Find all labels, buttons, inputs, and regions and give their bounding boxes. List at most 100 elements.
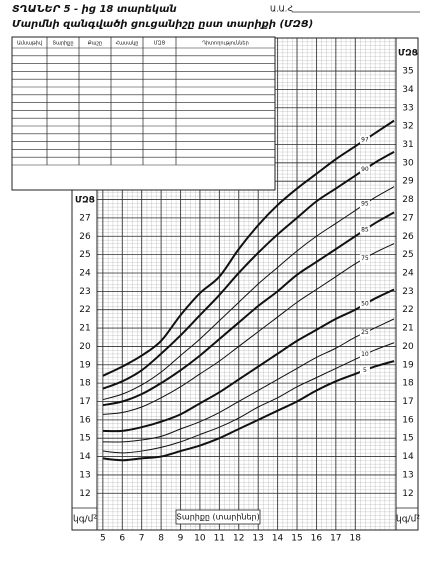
y-tick-label: 32 bbox=[402, 122, 413, 132]
y-tick-label: 18 bbox=[402, 379, 414, 389]
x-tick-label: 16 bbox=[311, 534, 323, 544]
curve-label: 10 bbox=[361, 351, 369, 358]
percentile-curve bbox=[102, 150, 395, 390]
percentile-curve bbox=[102, 288, 395, 433]
y-tick-label: 13 bbox=[402, 470, 413, 480]
curve-label-bg bbox=[359, 254, 370, 263]
table-header: Դիտողություններ bbox=[202, 41, 249, 47]
y-tick-label: 23 bbox=[402, 287, 413, 297]
y-tick-label: 23 bbox=[79, 287, 90, 297]
y-axis-label: ՄԶՑ bbox=[398, 49, 418, 59]
y-tick-label: 21 bbox=[79, 324, 90, 334]
y-tick-label: 15 bbox=[79, 434, 90, 444]
table-header: Տարիքը bbox=[52, 41, 73, 47]
table-header: Քաշը bbox=[88, 41, 102, 47]
curve-label-bg bbox=[359, 135, 370, 144]
subtitle: Մարմնի զանգվածի ցուցանիշը ըստ տարիքի (ՄԶ… bbox=[12, 19, 313, 30]
y-tick-label: 14 bbox=[79, 452, 91, 462]
x-tick-label: 13 bbox=[252, 534, 263, 544]
table-header: Հասակը bbox=[116, 41, 139, 47]
percentile-curve bbox=[102, 211, 395, 407]
y-tick-label: 12 bbox=[79, 489, 90, 499]
curve-label-bg bbox=[359, 350, 370, 359]
x-tick-label: 6 bbox=[119, 534, 125, 544]
y-tick-label: 12 bbox=[402, 489, 413, 499]
y-tick-label: 19 bbox=[79, 360, 91, 370]
y-tick-label: 17 bbox=[402, 397, 413, 407]
y-tick-label: 35 bbox=[402, 67, 413, 77]
marks: 97 90 95 85 75 50 25 10 5 bbox=[102, 119, 395, 462]
percentile-curve bbox=[102, 342, 395, 454]
name-field: Ա.Ա.Հ bbox=[270, 5, 293, 14]
y-tick-label: 22 bbox=[402, 305, 413, 315]
y-tick-label: 29 bbox=[402, 177, 414, 187]
x-tick-label: 15 bbox=[291, 534, 302, 544]
y-tick-label: 25 bbox=[402, 250, 413, 260]
y-tick-label: 16 bbox=[402, 415, 414, 425]
x-tick-label: 17 bbox=[330, 534, 341, 544]
curve-label: 97 bbox=[361, 136, 369, 143]
x-label-box bbox=[175, 509, 261, 525]
y-tick-label: 30 bbox=[402, 158, 414, 168]
curve-label-bg bbox=[359, 225, 370, 234]
y-unit: կգ/մ² bbox=[73, 515, 97, 525]
y-tick-label: 24 bbox=[402, 268, 414, 278]
y-tick-label: 34 bbox=[402, 85, 414, 95]
x-axis-label: Տարիքը (տարիներ) bbox=[176, 513, 259, 522]
y-tick-label: 17 bbox=[79, 397, 90, 407]
y-tick-label: 22 bbox=[79, 305, 90, 315]
y-axis-label: ՄԶՑ bbox=[75, 196, 95, 206]
record-table: Ամսաթիվ Տարիքը Քաշը Հասակը ՄԶՑ Դիտողություննե… bbox=[11, 36, 276, 191]
percentile-curve bbox=[102, 360, 395, 462]
curve-label-bg bbox=[359, 165, 370, 174]
y-tick-label: 20 bbox=[402, 342, 414, 352]
y-tick-label: 31 bbox=[402, 140, 413, 150]
y-tick-label: 27 bbox=[402, 213, 413, 223]
y-tick-label: 28 bbox=[402, 195, 414, 205]
percentile-curve bbox=[102, 243, 395, 415]
x-tick-label: 7 bbox=[139, 534, 145, 544]
x-tick-label: 14 bbox=[272, 534, 284, 544]
curve-label-bg bbox=[359, 300, 370, 309]
y-tick-label: 27 bbox=[79, 213, 90, 223]
curve-label: 90 bbox=[361, 166, 369, 173]
y-tick-label: 16 bbox=[79, 415, 91, 425]
y-tick-label: 21 bbox=[402, 324, 413, 334]
percentile-curve bbox=[102, 119, 395, 377]
curve-label: 75 bbox=[361, 255, 369, 262]
x-tick-label: 5 bbox=[100, 534, 106, 544]
table-header: ՄԶՑ bbox=[154, 41, 166, 47]
curve-label: 50 bbox=[361, 301, 369, 308]
y-tick-label: 14 bbox=[402, 452, 414, 462]
y-unit: կգ/մ² bbox=[396, 515, 420, 525]
title: ՏՂԱՆԵՐ 5 - ից 18 տարեկան bbox=[12, 4, 177, 15]
x-tick-label: 9 bbox=[178, 534, 184, 544]
percentile-curve bbox=[102, 186, 395, 401]
table-header: Ամսաթիվ bbox=[17, 41, 43, 47]
curve-label: 95 bbox=[361, 201, 369, 208]
x-tick-label: 11 bbox=[214, 534, 225, 544]
y-label-bg bbox=[74, 194, 96, 206]
percentile-curve bbox=[102, 318, 395, 443]
table-frame bbox=[11, 36, 276, 191]
curve-label: 25 bbox=[361, 329, 369, 336]
y-tick-label: 26 bbox=[79, 232, 91, 242]
x-tick-label: 12 bbox=[233, 534, 244, 544]
y-tick-label: 20 bbox=[79, 342, 91, 352]
x-tick-label: 10 bbox=[194, 534, 206, 544]
y-tick-label: 25 bbox=[79, 250, 90, 260]
curve-label-bg bbox=[359, 200, 370, 209]
y-tick-label: 18 bbox=[79, 379, 91, 389]
curve-label: 85 bbox=[361, 226, 369, 233]
y-tick-label: 13 bbox=[79, 470, 90, 480]
y-tick-label: 15 bbox=[402, 434, 413, 444]
x-tick-label: 8 bbox=[158, 534, 164, 544]
curve-label-bg bbox=[359, 366, 370, 375]
curve-label: 5 bbox=[363, 367, 367, 374]
curve-label-bg bbox=[359, 328, 370, 337]
y-tick-label: 26 bbox=[402, 232, 414, 242]
y-tick-label: 24 bbox=[79, 268, 91, 278]
x-tick-label: 18 bbox=[350, 534, 362, 544]
